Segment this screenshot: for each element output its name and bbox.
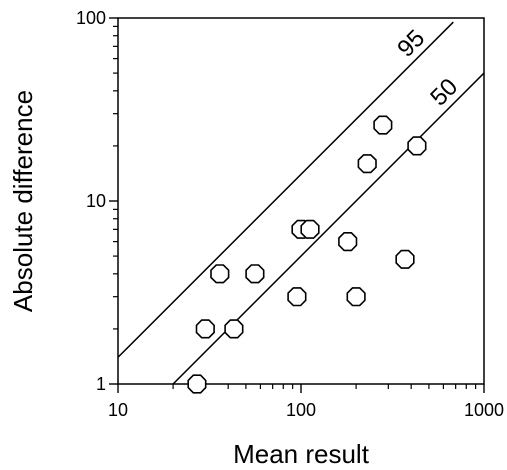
data-point xyxy=(287,287,307,307)
data-point xyxy=(245,264,265,284)
axis-ticks xyxy=(109,17,485,393)
plot-frame xyxy=(117,17,485,385)
data-point xyxy=(300,219,320,239)
reference-line-95 xyxy=(117,21,454,358)
data-point xyxy=(357,154,377,174)
data-point xyxy=(187,374,207,394)
reference-line-label: 95 xyxy=(392,25,430,63)
data-point xyxy=(338,232,358,252)
x-tick-label: 10 xyxy=(108,400,128,420)
reference-line-label: 50 xyxy=(425,73,463,111)
data-points xyxy=(187,115,427,394)
y-tick-label: 100 xyxy=(76,8,106,28)
x-tick-label: 100 xyxy=(286,400,316,420)
data-point xyxy=(224,319,244,339)
data-point xyxy=(395,249,415,269)
data-point xyxy=(346,287,366,307)
x-tick-label: 1000 xyxy=(464,400,504,420)
y-tick-label: 10 xyxy=(86,191,106,211)
data-point xyxy=(210,264,230,284)
data-point xyxy=(407,136,427,156)
reference-line-50 xyxy=(172,72,485,385)
data-point xyxy=(195,319,215,339)
y-axis-title: Absolute difference xyxy=(8,90,38,312)
y-tick-label: 1 xyxy=(96,374,106,394)
data-point xyxy=(373,115,393,135)
x-axis-title: Mean result xyxy=(233,439,370,469)
